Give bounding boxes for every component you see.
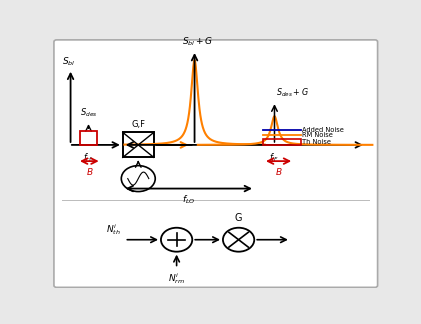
Text: $B$: $B$ bbox=[275, 166, 282, 177]
Text: $N_{rm}^i$: $N_{rm}^i$ bbox=[168, 272, 185, 286]
Text: Added Noise: Added Noise bbox=[302, 127, 344, 133]
Text: $S_{des}+G$: $S_{des}+G$ bbox=[276, 86, 309, 99]
FancyBboxPatch shape bbox=[54, 40, 378, 287]
Text: $S_{des}$: $S_{des}$ bbox=[80, 106, 97, 119]
Bar bbox=[263, 139, 301, 145]
Bar bbox=[80, 131, 97, 145]
Text: $N_{th}^i$: $N_{th}^i$ bbox=[107, 222, 121, 237]
Text: $f_{IF}$: $f_{IF}$ bbox=[269, 151, 280, 164]
Text: $S_{bl}$: $S_{bl}$ bbox=[62, 55, 76, 68]
Text: $f_{rf}$: $f_{rf}$ bbox=[83, 151, 93, 164]
Text: $f_{LO}$: $f_{LO}$ bbox=[182, 193, 196, 205]
Text: $B$: $B$ bbox=[85, 166, 93, 177]
Text: G: G bbox=[235, 213, 242, 223]
Text: Th Noise: Th Noise bbox=[302, 139, 331, 145]
Text: $S_{bl}+G$: $S_{bl}+G$ bbox=[182, 35, 213, 48]
Text: G,F: G,F bbox=[131, 121, 145, 130]
Text: RM Noise: RM Noise bbox=[302, 132, 333, 138]
Bar bbox=[123, 133, 154, 157]
